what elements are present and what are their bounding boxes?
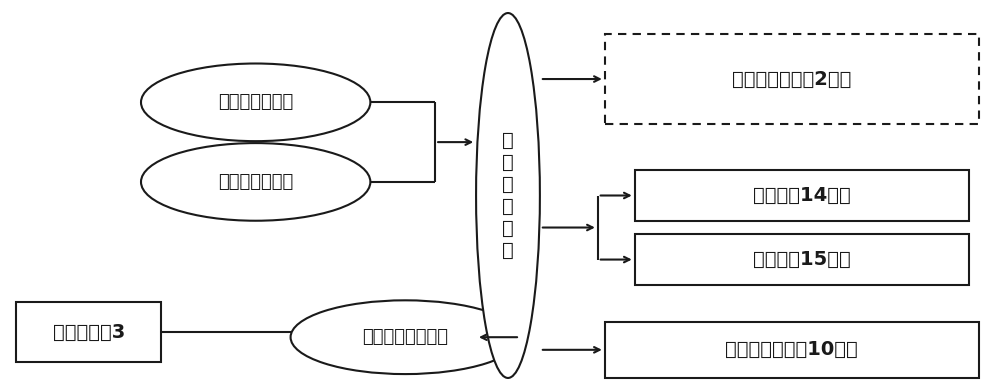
Ellipse shape	[141, 63, 370, 141]
Text: 发动机负荷信号: 发动机负荷信号	[218, 173, 293, 191]
Text: 第二电机15转速: 第二电机15转速	[753, 250, 851, 269]
Ellipse shape	[291, 300, 520, 374]
Text: 温度传感器3: 温度传感器3	[53, 323, 125, 342]
FancyBboxPatch shape	[16, 302, 161, 362]
Text: 电
子
控
制
单
元: 电 子 控 制 单 元	[502, 131, 514, 260]
Ellipse shape	[141, 143, 370, 221]
Text: 汇总管冷却液温度: 汇总管冷却液温度	[362, 328, 448, 346]
FancyBboxPatch shape	[605, 322, 979, 378]
Text: 发动机转速信号: 发动机转速信号	[218, 93, 293, 111]
Text: 第一电子节温器2开度: 第一电子节温器2开度	[732, 70, 851, 88]
Text: 第二电子节温器10开度: 第二电子节温器10开度	[725, 340, 858, 359]
Ellipse shape	[476, 13, 540, 378]
Text: 第一电机14转速: 第一电机14转速	[753, 186, 851, 205]
FancyBboxPatch shape	[635, 234, 969, 285]
FancyBboxPatch shape	[635, 170, 969, 221]
FancyBboxPatch shape	[605, 34, 979, 124]
